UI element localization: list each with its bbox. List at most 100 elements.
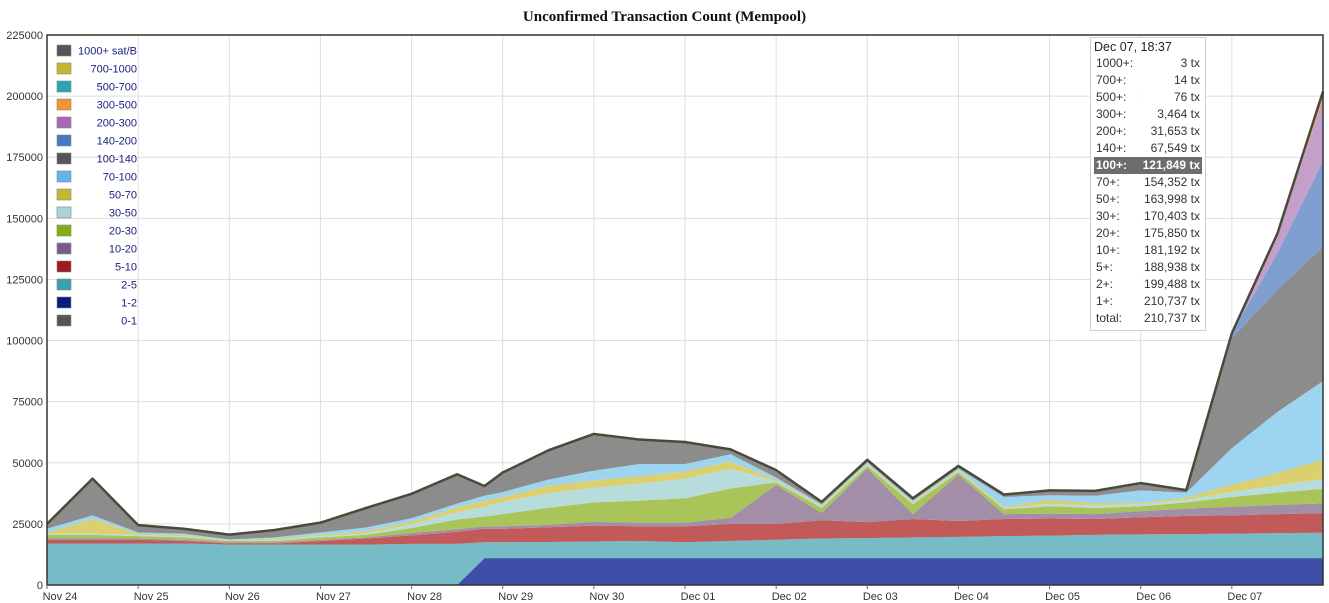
tooltip-row-value: 3,464 tx: [1157, 107, 1200, 121]
legend-label: 5-10: [115, 262, 137, 274]
series-20-30-area: [47, 465, 1323, 543]
legend-item[interactable]: 5-10: [56, 260, 137, 274]
legend: 1000+ sat/B 700-1000 500-700 300-500 200-300…: [56, 44, 138, 328]
tooltip-row-label: 1+:: [1096, 294, 1114, 308]
x-tick-label: Dec 06: [1136, 591, 1171, 603]
y-tick-label: 225000: [6, 30, 43, 42]
tooltip-row-label: 700+:: [1096, 73, 1127, 87]
tooltip: Dec 07, 18:37 1000+: 3 tx 700+: 14 tx 500+: 7…: [1090, 37, 1206, 331]
legend-label: 700-1000: [91, 64, 138, 76]
legend-label: 70-100: [103, 172, 137, 184]
series-2-5-area: [47, 532, 1323, 585]
tooltip-row: 1+: 210,737 tx: [1094, 293, 1202, 310]
x-tick-label: Nov 28: [407, 591, 442, 603]
y-tick-label: 50000: [12, 458, 43, 470]
tooltip-row: 500+: 76 tx: [1094, 89, 1202, 106]
tooltip-row: 5+: 188,938 tx: [1094, 259, 1202, 276]
legend-label: 1-2: [121, 298, 137, 310]
y-tick-label: 0: [37, 580, 43, 592]
legend-item[interactable]: 0-1: [56, 314, 137, 328]
tooltip-row-label: 2+:: [1096, 277, 1114, 291]
area-series: [47, 91, 1323, 585]
tooltip-row-value: 170,403 tx: [1143, 209, 1200, 223]
y-tick-label: 175000: [6, 152, 43, 164]
series-50-70-area: [47, 459, 1323, 541]
legend-label: 10-20: [109, 244, 137, 256]
x-tick-label: Nov 25: [134, 591, 169, 603]
legend-label: 500-700: [97, 82, 137, 94]
x-tick-label: Dec 01: [681, 591, 716, 603]
tooltip-row: 10+: 181,192 tx: [1094, 242, 1202, 259]
legend-swatch: [56, 188, 72, 201]
tooltip-row: 100+: 121,849 tx: [1094, 157, 1202, 174]
tooltip-row: total: 210,737 tx: [1094, 310, 1202, 327]
tooltip-row-label: 5+:: [1096, 260, 1114, 274]
y-tick-label: 150000: [6, 213, 43, 225]
legend-label: 300-500: [97, 100, 137, 112]
legend-label: 50-70: [109, 190, 137, 202]
axis-labels: 0 25000 50000 75000 100000 125000 150000 175000…: [6, 30, 1262, 603]
legend-item[interactable]: 100-140: [56, 152, 137, 166]
tooltip-row-label: 30+:: [1096, 209, 1120, 223]
legend-swatch: [56, 314, 72, 327]
legend-label: 20-30: [109, 226, 137, 238]
legend-swatch: [56, 98, 72, 111]
legend-item[interactable]: 1000+ sat/B: [56, 44, 137, 58]
x-tick-label: Dec 07: [1227, 591, 1262, 603]
tooltip-row-value: 14 tx: [1173, 73, 1200, 87]
y-tick-label: 100000: [6, 336, 43, 348]
legend-swatch: [56, 134, 72, 147]
x-tick-label: Nov 24: [43, 591, 78, 603]
tooltip-row: 140+: 67,549 tx: [1094, 140, 1202, 157]
x-tick-label: Dec 04: [954, 591, 989, 603]
tooltip-row-value: 154,352 tx: [1143, 175, 1200, 189]
tooltip-row-label: 50+:: [1096, 192, 1120, 206]
legend-item[interactable]: 700-1000: [56, 62, 138, 76]
legend-item[interactable]: 500-700: [56, 80, 137, 94]
y-tick-label: 200000: [6, 91, 43, 103]
legend-item[interactable]: 30-50: [56, 206, 137, 220]
legend-swatch: [56, 242, 72, 255]
legend-item[interactable]: 20-30: [56, 224, 137, 238]
legend-label: 100-140: [97, 154, 137, 166]
legend-swatch: [56, 80, 72, 93]
legend-item[interactable]: 1-2: [56, 296, 137, 310]
legend-swatch: [56, 116, 72, 129]
series-30-50-area: [47, 464, 1323, 541]
tooltip-row: 30+: 170,403 tx: [1094, 208, 1202, 225]
tooltip-row-value: 163,998 tx: [1143, 192, 1200, 206]
tooltip-row-value: 210,737 tx: [1143, 311, 1200, 325]
total-outline: [46, 91, 1325, 536]
legend-label: 2-5: [121, 280, 137, 292]
x-tick-label: Nov 29: [498, 591, 533, 603]
legend-label: 200-300: [97, 118, 137, 130]
tooltip-row: 200+: 31,653 tx: [1094, 123, 1202, 140]
legend-item[interactable]: 50-70: [56, 188, 137, 202]
legend-item[interactable]: 200-300: [56, 116, 137, 130]
tooltip-row-value: 175,850 tx: [1143, 226, 1200, 240]
y-tick-label: 75000: [12, 397, 43, 409]
series-1-2-area: [47, 558, 1323, 585]
legend-item[interactable]: 2-5: [56, 278, 137, 292]
y-tick-label: 125000: [6, 274, 43, 286]
tooltip-row-value: 199,488 tx: [1143, 277, 1200, 291]
tooltip-row-label: 140+:: [1096, 141, 1127, 155]
legend-swatch: [56, 62, 72, 75]
tooltip-row-label: 70+:: [1096, 175, 1120, 189]
legend-label: 140-200: [97, 136, 137, 148]
legend-swatch: [56, 278, 72, 291]
legend-item[interactable]: 140-200: [56, 134, 137, 148]
x-tick-label: Nov 27: [316, 591, 351, 603]
legend-item[interactable]: 70-100: [56, 170, 137, 184]
tooltip-row-value: 76 tx: [1173, 90, 1200, 104]
tooltip-row-label: 500+:: [1096, 90, 1127, 104]
tooltip-row-value: 210,737 tx: [1143, 294, 1200, 308]
legend-swatch: [56, 206, 72, 219]
x-tick-label: Dec 05: [1045, 591, 1080, 603]
legend-item[interactable]: 300-500: [56, 98, 137, 112]
legend-swatch: [56, 44, 72, 57]
legend-item[interactable]: 10-20: [56, 242, 137, 256]
x-tick-label: Dec 03: [863, 591, 898, 603]
series-70-100-area: [47, 381, 1323, 541]
